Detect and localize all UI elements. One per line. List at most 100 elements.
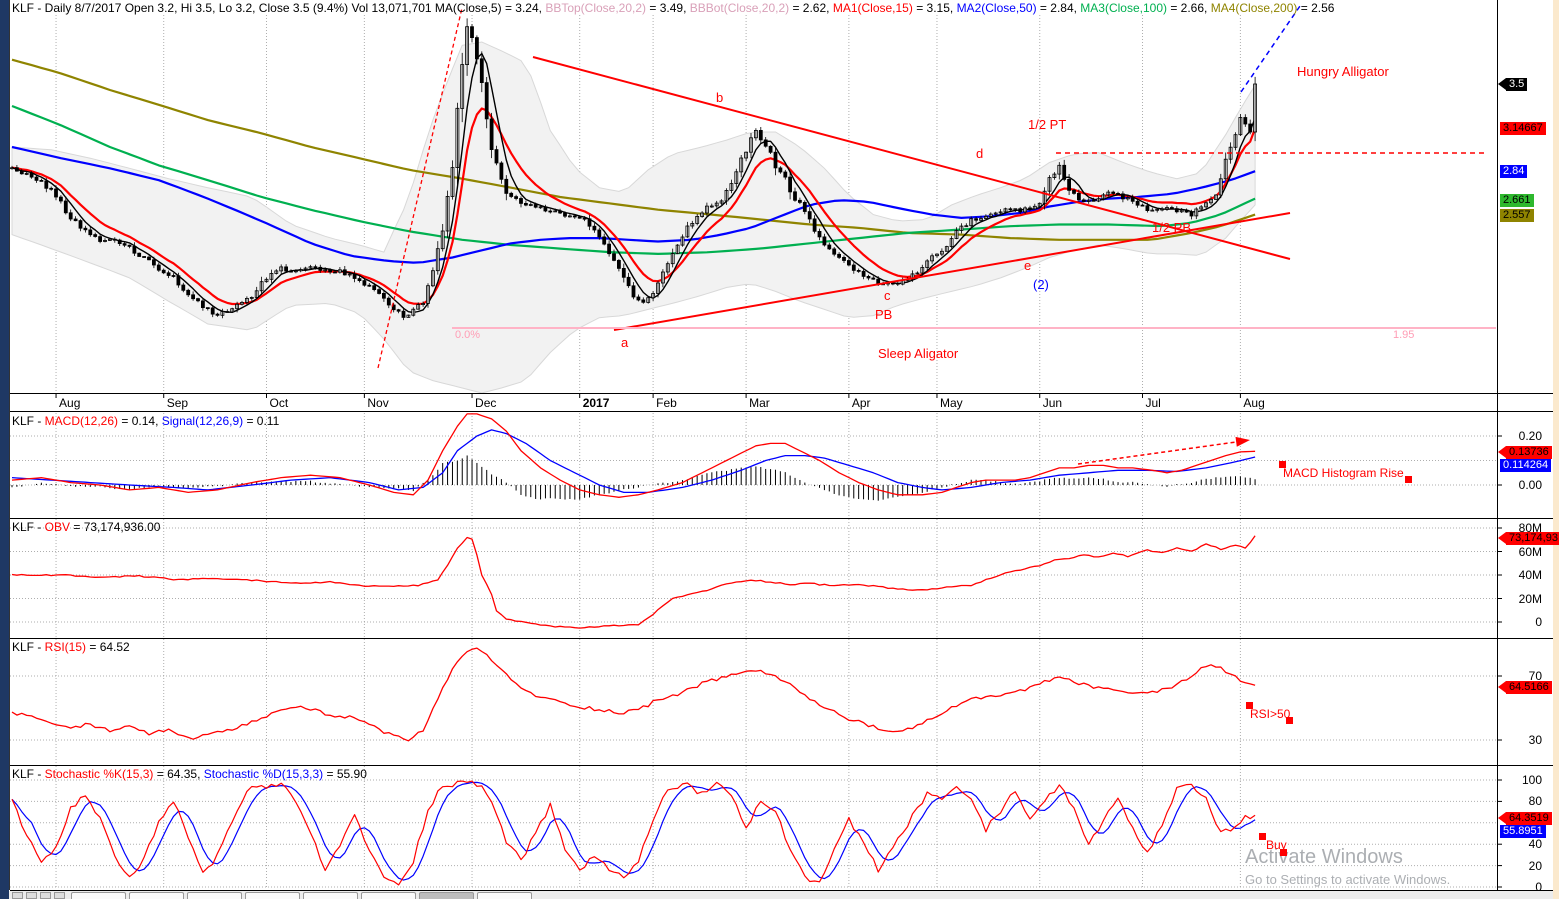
legend-segment: BBTop(Close,20,2) [545,1,647,15]
chart-annotation-text[interactable]: c [884,288,891,303]
chart-annotation-text[interactable]: d [976,146,984,161]
month-label: May [939,396,963,410]
chart-annotation-text[interactable]: a [621,335,629,350]
sheet-tab[interactable] [303,892,358,899]
chart-annotation-text[interactable]: 1.95 [1393,329,1415,341]
legend-segment: = 3.15, [912,1,957,15]
price-tag: 64.5166 [1498,680,1552,694]
annotation-marker[interactable] [1246,702,1253,709]
month-label: Feb [656,396,677,410]
sheet-tab[interactable] [245,892,300,899]
legend-segment: KLF - Daily 8/7/2017 Open 3.2, Hi 3.5, L… [12,1,546,15]
ma100-line[interactable] [11,104,1256,255]
rsi-line[interactable] [11,647,1256,742]
month-label: Nov [367,396,389,410]
month-label: Sep [166,396,189,410]
legend-segment: = 73,174,936.00 [70,520,161,534]
ma15-line[interactable] [11,107,1257,306]
sheet-nav-button[interactable] [54,892,65,899]
month-label: Aug [1243,396,1265,410]
ma5-line[interactable] [11,52,1256,314]
axis-tick-label: 40 [1528,837,1542,852]
watermark-subtitle: Go to Settings to activate Windows. [1245,872,1451,887]
chart-annotation-text[interactable]: 1/2 PT [1028,117,1067,132]
annotation-marker[interactable] [1259,833,1266,840]
macd-line[interactable] [11,413,1256,498]
sheet-tab[interactable] [187,892,242,899]
sheet-nav-button[interactable] [12,892,23,899]
price-tag: 64.3519 [1498,811,1552,825]
axes [9,0,1553,891]
chart-annotation-text[interactable]: b [716,90,724,105]
right-scroll-strip[interactable] [1553,0,1559,899]
month-label: Jul [1145,396,1161,410]
sheet-tab[interactable] [361,892,416,899]
axis-tick-label: 100 [1521,773,1542,787]
axis-tick-label: 70 [1528,669,1542,683]
macd-dashed-arrow-head[interactable] [1235,436,1251,447]
month-label: Jun [1042,396,1063,410]
bollinger-band[interactable] [11,41,1256,394]
annotation-marker[interactable] [1280,849,1287,856]
chart-annotation-text[interactable]: RSI>50 [1250,707,1291,721]
obv-legend: KLF - OBV = 73,174,936.00 [12,520,160,534]
legend-segment: = 2.66, [1167,1,1211,15]
chart-annotation-text[interactable]: Buy [1266,838,1287,852]
legend-segment: RSI(15) [44,640,87,654]
chart-annotation-text[interactable]: 1/2 PB [1152,220,1192,235]
activate-windows-watermark: Activate Windows Go to Settings to activ… [1245,845,1450,891]
macd-signal-line[interactable] [11,429,1256,494]
legend-segment: = 64.35, [153,767,204,781]
legend-segment: = 55.90 [323,767,367,781]
sheet-nav-button[interactable] [40,892,51,899]
stochastic-k-line[interactable] [11,780,1256,886]
month-label: Apr [851,396,871,410]
axis-tick-label: 0.20 [1518,429,1542,443]
chart-annotation-text[interactable]: Hungry Alligator [1297,64,1389,79]
chart-annotation-text[interactable]: PB [875,307,893,322]
upper-trendline[interactable] [532,56,1291,260]
annotation-marker[interactable] [1286,717,1293,724]
sheet-tab[interactable] [129,892,184,899]
legend-segment: = 0.11 [243,414,280,428]
sheet-nav-button[interactable] [26,892,37,899]
steep-dashed-line[interactable] [377,7,463,369]
legend-segment: MA2(Close,50) [956,1,1037,15]
legend-segment: KLF - [12,640,45,654]
axis-tick-label: 30 [1528,733,1542,747]
lower-trendline[interactable] [613,212,1291,331]
price-tag: 2.557 [1500,208,1534,222]
annotation-marker[interactable] [1279,461,1286,468]
axis-tick-label: 0 [1535,615,1542,629]
sheet-tab[interactable] [419,892,474,899]
legend-segment: MA4(Close,200) [1210,1,1298,15]
sheet-tab[interactable] [71,892,126,899]
macd-dashed-arrow[interactable] [1077,441,1237,465]
obv-plot-area[interactable] [10,519,1497,637]
price-tag: 55.8951 [1500,824,1546,838]
stochastic-d-line[interactable] [11,781,1256,881]
chart-annotation-text[interactable]: Sleep Aligator [878,346,959,361]
macd-panel [11,413,1256,501]
rsi-plot-area[interactable] [10,639,1497,764]
annotation-marker[interactable] [1405,476,1412,483]
chart-annotation-text[interactable]: MACD Histogram Rise [1283,466,1404,480]
stochastic-legend: KLF - Stochastic %K(15,3) = 64.35, Stoch… [12,767,367,781]
ma50-line[interactable] [11,145,1256,264]
chart-annotation-text[interactable]: e [1024,258,1032,273]
chart-annotation-text[interactable]: 0.0% [455,329,481,341]
ma200-line[interactable] [11,58,1256,241]
axis-tick-label: 60M [1518,544,1542,559]
obv-panel [10,519,1497,637]
axis-tick-label: 40M [1518,568,1542,582]
macd-legend: KLF - MACD(12,26) = 0.14, Signal(12,26,9… [12,414,279,428]
chart-annotation-text[interactable]: (2) [1033,277,1049,292]
obv-line[interactable] [11,535,1256,629]
sheet-tab[interactable] [477,892,532,899]
legend-segment: = 64.52 [86,640,130,654]
legend-segment: = 2.62, [789,1,833,15]
price-tag: 3.14667 [1500,121,1546,135]
axis-tick-label: 20 [1528,858,1542,873]
legend-segment: = 2.56 [1297,1,1335,15]
